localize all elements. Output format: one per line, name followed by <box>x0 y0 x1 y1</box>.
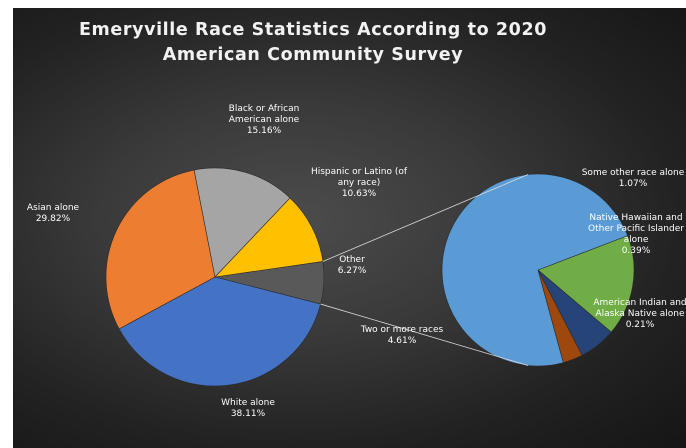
label-hispanic-or-latino-line: 10.63% <box>342 189 377 199</box>
label-american-indian-alaska-native-line: 0.21% <box>626 320 655 330</box>
label-white-alone-line: 38.11% <box>231 409 266 419</box>
label-native-hawaiian-other-pacific-islander-line: Other Pacific Islander <box>588 224 684 234</box>
label-black-or-african-american-alone-line: American alone <box>229 115 300 125</box>
label-two-or-more-races: Two or more races 4.61% <box>360 325 444 346</box>
label-two-or-more-races-line: 4.61% <box>388 336 417 346</box>
label-two-or-more-races-line: Two or more races <box>360 325 444 335</box>
label-hispanic-or-latino-line: any race) <box>338 178 381 188</box>
label-asian-alone: Asian alone 29.82% <box>27 203 80 224</box>
label-white-alone-line: White alone <box>221 398 275 408</box>
label-american-indian-alaska-native-line: American Indian and <box>593 298 686 308</box>
chart-title-line-2: American Community Survey <box>162 45 464 65</box>
label-asian-alone-line: 29.82% <box>36 214 71 224</box>
label-some-other-race-alone-line: Some other race alone <box>582 168 685 178</box>
main-slice-black-or-african-american-alone <box>193 167 291 278</box>
label-some-other-race-alone: Some other race alone 1.07% <box>582 168 685 189</box>
label-american-indian-alaska-native: American Indian and Alaska Native alone 0.… <box>593 298 686 330</box>
label-american-indian-alaska-native-line: Alaska Native alone <box>595 309 685 319</box>
label-white-alone: White alone 38.11% <box>221 398 275 419</box>
label-other-line: Other <box>339 255 365 265</box>
label-some-other-race-alone-line: 1.07% <box>619 179 648 189</box>
label-native-hawaiian-other-pacific-islander-line: alone <box>624 235 649 245</box>
main-slice-white-alone <box>118 276 321 387</box>
chart-title: Emeryville Race Statistics According to … <box>13 18 613 68</box>
label-native-hawaiian-other-pacific-islander-line: 0.39% <box>622 246 651 256</box>
chart-title-line-1: Emeryville Race Statistics According to … <box>78 20 548 40</box>
secondary-slice-some-other-race-alone <box>537 235 635 333</box>
secondary-slice-two-or-more-races <box>441 173 629 367</box>
main-slice-asian-alone <box>105 169 216 330</box>
label-native-hawaiian-other-pacific-islander-line: Native Hawaiian and <box>589 213 682 223</box>
label-hispanic-or-latino: Hispanic or Latino (of any race) 10.63% <box>311 167 408 199</box>
connector-line-bottom <box>320 303 529 366</box>
label-other: Other 6.27% <box>338 255 367 276</box>
label-hispanic-or-latino-line: Hispanic or Latino (of <box>311 167 408 177</box>
label-other-line: 6.27% <box>338 266 367 276</box>
label-black-or-african-american-alone-line: 15.16% <box>247 126 282 136</box>
label-black-or-african-american-alone: Black or African American alone 15.16% <box>229 104 300 136</box>
label-asian-alone-line: Asian alone <box>27 203 80 213</box>
label-native-hawaiian-other-pacific-islander: Native Hawaiian and Other Pacific Islande… <box>588 213 684 256</box>
label-black-or-african-american-alone-line: Black or African <box>229 104 300 114</box>
connector-line-top <box>322 174 529 262</box>
main-slice-hispanic-or-latino-of-any-race <box>214 197 324 278</box>
